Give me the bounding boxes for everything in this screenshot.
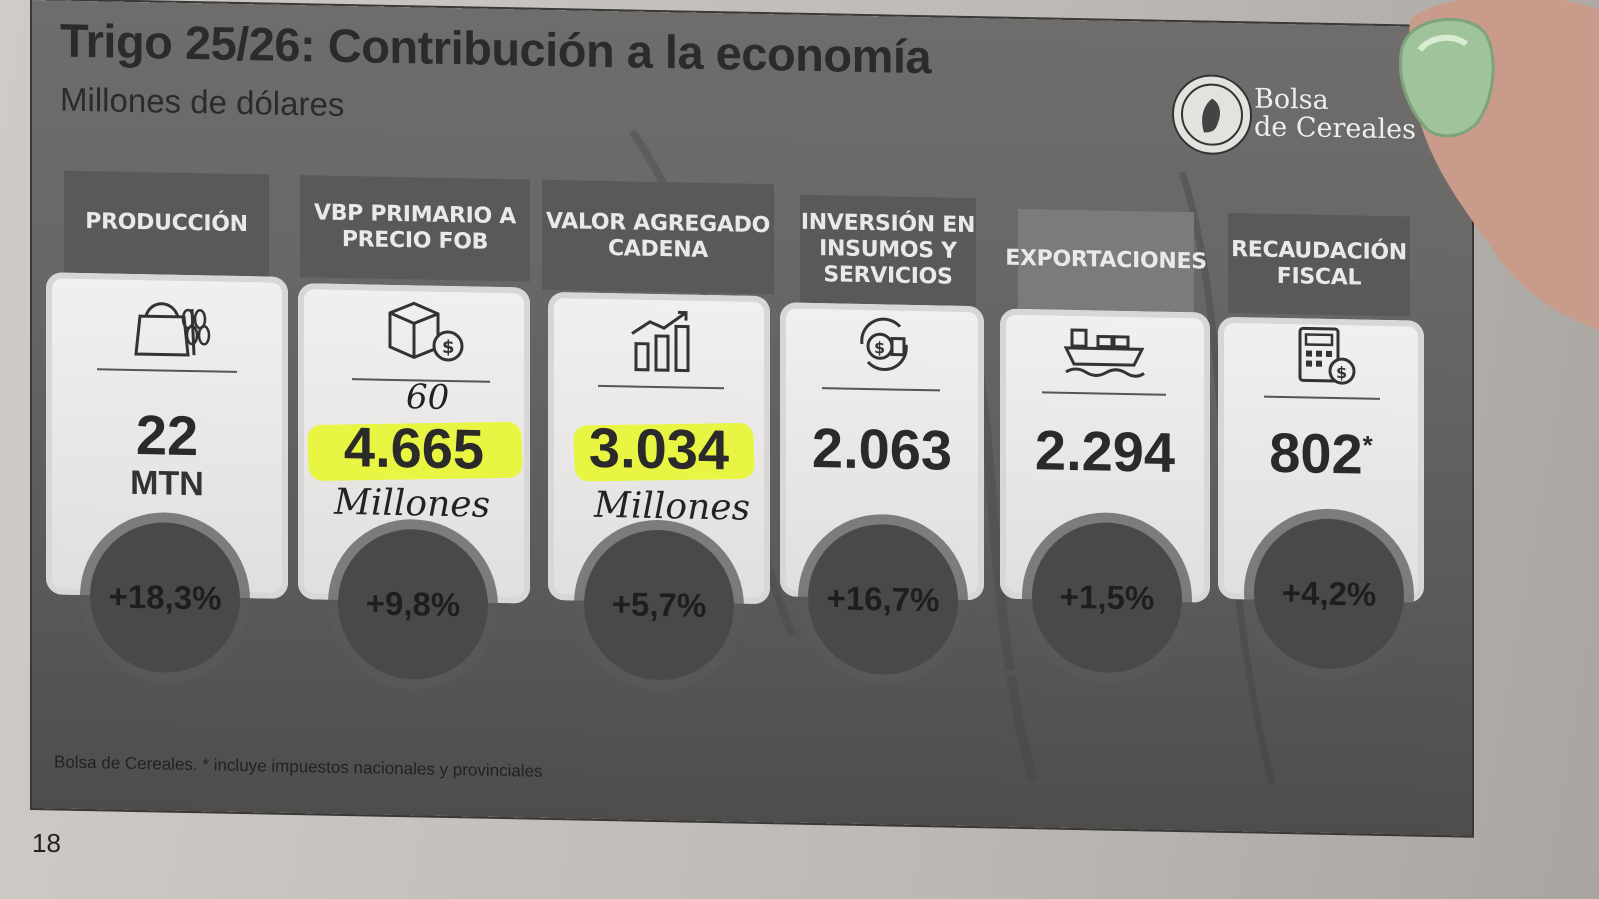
boxes-dollar-icon: $: [388, 301, 464, 362]
bolsa-logo: Bolsa de Cereales: [1172, 73, 1416, 169]
value-inversion: 2.063: [811, 415, 953, 482]
change-inversion: +16,7%: [826, 579, 940, 619]
value-recaudacion: 802*: [1218, 419, 1424, 488]
card-label-produccion: PRODUCCIÓN: [64, 170, 269, 277]
change-badge-exportaciones: +1,5%: [1032, 521, 1182, 675]
card-label-inversion: INVERSIÓN EN INSUMOS Y SERVICIOS: [800, 194, 976, 307]
change-badge-recaudacion: +4,2%: [1254, 517, 1404, 671]
card-label-vbp: VBP PRIMARIO A PRECIO FOB: [300, 175, 530, 282]
svg-text:$: $: [874, 338, 885, 357]
footnote: Bolsa de Cereales. * incluye impuestos n…: [54, 752, 543, 781]
wheat-sack-icon: [134, 302, 211, 357]
value-recaudacion-number: 802: [1269, 420, 1363, 486]
change-exportaciones: +1,5%: [1059, 577, 1155, 617]
value-recaudacion-asterisk: *: [1362, 429, 1373, 461]
page-number: 18: [32, 828, 61, 858]
slide: Trigo 25/26: Contribución a la economía …: [32, 0, 1472, 836]
svg-text:$: $: [442, 337, 455, 358]
value-valor-agregado: 3.034: [588, 415, 730, 482]
card-label-exportaciones: EXPORTACIONES: [1005, 208, 1207, 313]
change-badge-produccion: +18,3%: [90, 521, 240, 674]
slide-title: Trigo 25/26: Contribución a la economía: [60, 13, 932, 84]
change-badge-valor-agregado: +5,7%: [584, 528, 734, 682]
value-vbp: 4.665: [343, 414, 485, 481]
logo-seal-icon: [1172, 73, 1252, 156]
thumb-with-green-nail: [1398, 0, 1599, 330]
cargo-ship-icon: [1063, 328, 1145, 378]
change-badge-inversion: +16,7%: [808, 522, 958, 676]
slide-subtitle: Millones de dólares: [60, 80, 345, 123]
handwritten-note-millones: Millones: [594, 484, 751, 529]
change-produccion: +18,3%: [108, 577, 222, 617]
handwritten-note-millones: Millones: [334, 481, 491, 526]
calculator-dollar-icon: $: [1298, 326, 1356, 385]
coins-cycle-icon: $: [860, 317, 908, 372]
handwritten-note-60: 60: [406, 377, 450, 419]
change-badge-vbp: +9,8%: [338, 527, 488, 681]
change-valor-agregado: +5,7%: [611, 585, 707, 624]
bar-chart-growth-icon: [631, 310, 690, 373]
unit-produccion: MTN: [130, 463, 204, 504]
card-label-valor-agregado: VALOR AGREGADO CADENA: [542, 179, 774, 295]
change-vbp: +9,8%: [365, 584, 461, 624]
change-recaudacion: +4,2%: [1281, 573, 1377, 613]
value-exportaciones: 2.294: [1034, 418, 1176, 484]
value-produccion: 22: [135, 402, 199, 468]
svg-text:$: $: [1336, 363, 1347, 382]
